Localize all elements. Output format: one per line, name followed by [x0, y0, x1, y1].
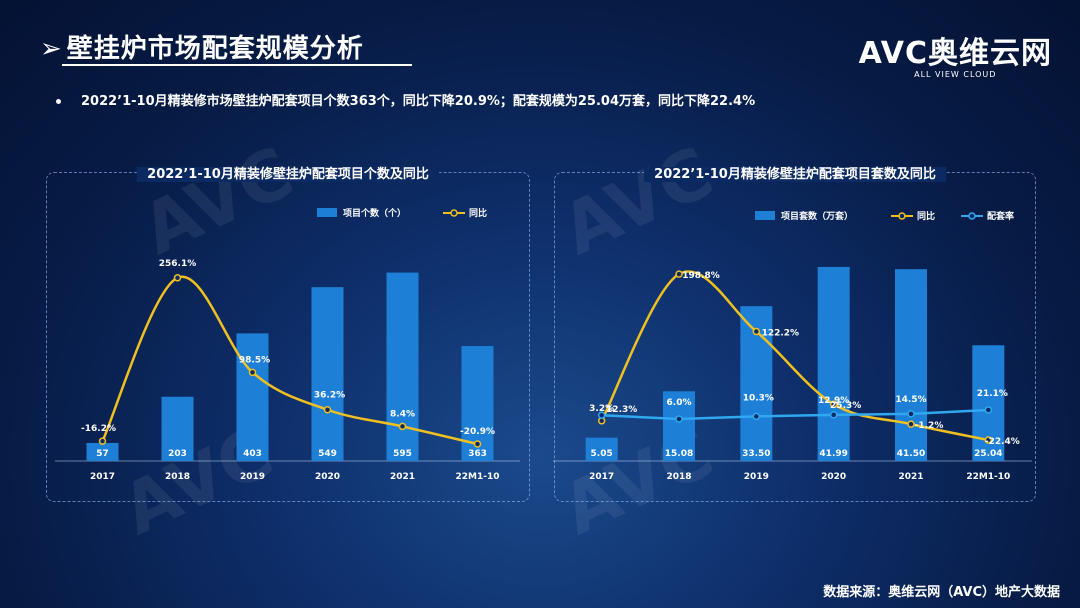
x-tick-label: 22M1-10: [455, 472, 499, 482]
series-value-label: -1.2%: [915, 421, 944, 431]
x-tick-label: 2021: [898, 472, 923, 482]
series-line: [601, 408, 989, 421]
bar-value-label: 41.99: [819, 449, 847, 459]
series-point: [829, 411, 838, 419]
x-tick-label: 2017: [90, 472, 115, 482]
series-point: [984, 406, 993, 414]
series-value-label: 6.0%: [667, 398, 692, 408]
series-value-label: -20.9%: [460, 427, 495, 437]
series-point: [829, 400, 838, 408]
chart-title-left: 2022’1-10月精装修壁挂炉配套项目个数及同比: [47, 163, 529, 182]
series-point: [984, 436, 993, 444]
chart-title-right: 2022’1-10月精装修壁挂炉配套项目套数及同比: [555, 163, 1035, 182]
series-point: [752, 412, 761, 421]
series-value-label: 12.3%: [606, 405, 637, 415]
bar: [236, 333, 269, 461]
bar-value-label: 403: [243, 449, 262, 459]
series-point: [907, 420, 915, 428]
legend-label: 项目套数（万套）: [781, 210, 853, 222]
data-source: 数据来源：奥维云网（AVC）地产大数据: [823, 585, 1060, 600]
legend-label: 同比: [469, 207, 487, 219]
page-title: ➢ 壁挂炉市场配套规模分析: [40, 28, 364, 65]
chart-right-svg: 5.05 2017 15.08 2018 33.50 2019 41.99 2020 41.50…: [553, 210, 1032, 482]
bar-value-label: 363: [468, 449, 487, 459]
series-value-label: 12.9%: [818, 396, 849, 406]
bar: [311, 287, 344, 461]
page-title-text: 壁挂炉市场配套规模分析: [66, 34, 364, 64]
bar: [585, 437, 618, 461]
bar-value-label: 33.50: [742, 449, 770, 459]
series-value-label: 36.2%: [314, 391, 345, 401]
series-point: [248, 368, 257, 377]
summary-bullet: 2022’1-10月精装修市场壁挂炉配套项目个数363个，同比下降20.9%；配…: [56, 90, 755, 109]
bar: [895, 269, 927, 461]
x-tick-label: 2021: [390, 472, 415, 482]
bar-value-label: 57: [96, 449, 109, 459]
legend-label: 配套率: [987, 210, 1014, 222]
x-tick-label: 22M1-10: [966, 472, 1010, 482]
series-value-label: 14.5%: [895, 395, 926, 405]
x-tick-label: 2019: [744, 472, 769, 482]
bar: [161, 396, 194, 461]
chart-panel-left: 2022’1-10月精装修壁挂炉配套项目个数及同比 57 2017 203 2018 4…: [46, 167, 530, 502]
x-tick-label: 2017: [589, 472, 614, 482]
series-point: [398, 422, 407, 431]
chart-left-svg: 57 2017 203 2018 403 2019 549 2020 595 2021 363 22M…: [55, 207, 520, 482]
logo-mark: AVC奥维云网: [858, 36, 1052, 71]
legend-line-marker: [968, 212, 976, 220]
series-point: [752, 327, 761, 336]
series-point: [323, 405, 332, 414]
series-point: [173, 274, 182, 282]
legend-line-marker: [450, 209, 458, 217]
series-line: [101, 275, 478, 446]
bar-value-label: 25.04: [974, 449, 1002, 459]
bar: [817, 266, 850, 461]
x-tick-label: 2018: [666, 472, 691, 482]
legend-label: 项目个数（个）: [343, 207, 406, 219]
logo: AVC奥维云网 ALL VIEW CLOUD: [859, 28, 1052, 79]
series-value-label: 21.1%: [977, 389, 1008, 399]
x-tick-label: 2020: [821, 472, 846, 482]
series-value-label: 198.8%: [682, 271, 720, 281]
arrow-icon: ➢: [40, 34, 63, 64]
series-point: [597, 411, 606, 419]
x-tick-label: 2020: [315, 472, 340, 482]
series-value-label: 98.5%: [239, 355, 270, 365]
legend-line-marker: [898, 212, 906, 220]
series-value-label: 3.2%: [589, 404, 614, 414]
bar: [386, 272, 419, 461]
bar-value-label: 15.08: [665, 449, 693, 459]
series-value-label: 25.3%: [830, 401, 861, 411]
series-value-label: 10.3%: [743, 393, 774, 403]
series-value-label: 256.1%: [159, 259, 197, 269]
series-point: [675, 270, 683, 278]
bar-value-label: 549: [318, 449, 337, 459]
series-point: [98, 437, 107, 445]
chart-panel-right: 2022’1-10月精装修壁挂炉配套项目套数及同比 5.05 2017 15.08 2…: [553, 167, 1036, 502]
series-point: [473, 440, 482, 448]
title-underline: [62, 64, 412, 66]
bar-value-label: 203: [168, 449, 187, 459]
series-point: [907, 410, 915, 418]
legend-bar-swatch: [755, 211, 775, 220]
series-point: [675, 415, 683, 423]
bar-value-label: 595: [393, 449, 412, 459]
x-tick-label: 2018: [165, 472, 190, 482]
series-value-label: 122.2%: [762, 329, 800, 339]
legend-bar-swatch: [317, 208, 337, 217]
bar-value-label: 41.50: [897, 449, 925, 459]
series-value-label: -22.4%: [985, 437, 1020, 447]
logo-sub: ALL VIEW CLOUD: [914, 70, 997, 79]
x-tick-label: 2019: [240, 472, 265, 482]
bar-value-label: 5.05: [591, 449, 613, 459]
bullet-dot-icon: [56, 99, 61, 104]
summary-text: 2022’1-10月精装修市场壁挂炉配套项目个数363个，同比下降20.9%；配…: [81, 94, 756, 109]
series-value-label: -16.2%: [81, 424, 116, 434]
series-value-label: 8.4%: [390, 409, 415, 419]
bar: [86, 442, 119, 461]
bar: [663, 391, 695, 461]
legend-label: 同比: [917, 210, 935, 222]
